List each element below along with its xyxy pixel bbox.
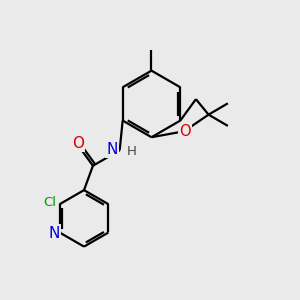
Text: N: N xyxy=(106,142,118,157)
Text: O: O xyxy=(179,124,190,139)
Text: O: O xyxy=(72,136,84,151)
Text: H: H xyxy=(127,145,136,158)
Text: N: N xyxy=(49,226,60,241)
Text: Cl: Cl xyxy=(43,196,56,209)
